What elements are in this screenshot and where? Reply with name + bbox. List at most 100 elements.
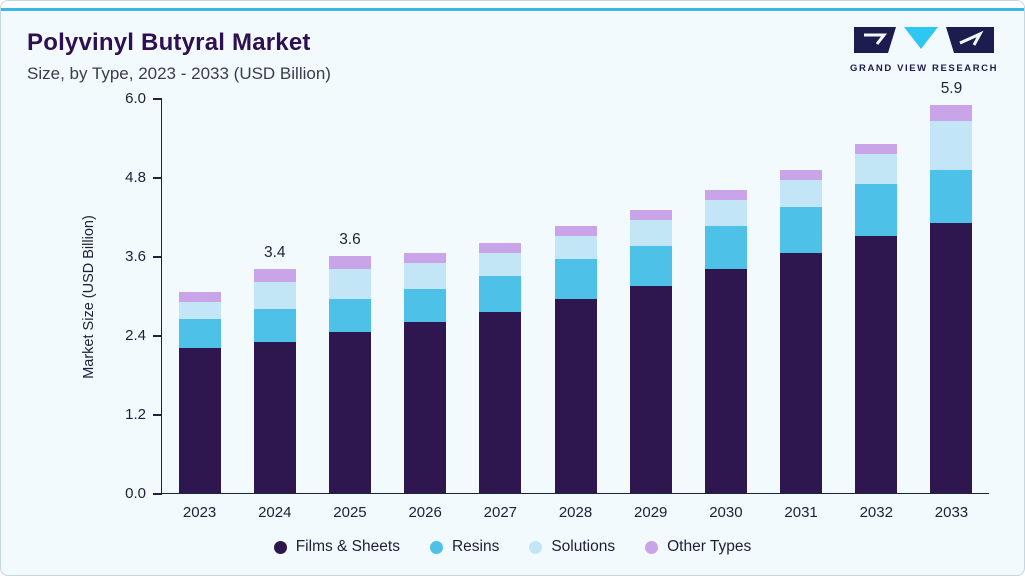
bar-segment-solutions: [629, 219, 672, 247]
x-tick-label: 2030: [709, 504, 743, 521]
bar-segment-films-sheets: [253, 341, 296, 493]
bar-segment-other-types: [328, 256, 371, 270]
bar-segment-solutions: [328, 269, 371, 299]
legend-item-other-types: Other Types: [645, 538, 751, 556]
bar-segment-other-types: [704, 190, 747, 201]
x-tick-label: 2033: [934, 504, 969, 521]
x-tick-label: 2024: [258, 504, 292, 521]
y-tick-label: 3.6: [125, 248, 146, 265]
bar-segment-resins: [629, 246, 672, 286]
bar-stack: [629, 209, 672, 493]
y-tick-mark: [153, 98, 162, 100]
bar-stack: [930, 104, 973, 493]
bar-segment-films-sheets: [930, 223, 973, 493]
bar-group-2029: 2029: [613, 99, 688, 521]
bar-stack: [404, 252, 447, 493]
bar-group-2032: 2032: [839, 99, 914, 521]
bar-segment-other-types: [404, 252, 447, 263]
bar-value-label: 3.4: [264, 244, 286, 262]
legend-dot: [273, 540, 287, 554]
bar-segment-other-types: [780, 170, 823, 181]
bar-segment-other-types: [479, 242, 522, 253]
bar-group-2033: 5.9 2033: [914, 80, 989, 521]
bar-group-2030: 2030: [688, 99, 763, 521]
bar-group-2028: 2028: [538, 99, 613, 521]
bar-segment-films-sheets: [554, 298, 597, 493]
y-tick-label: 0.0: [125, 485, 146, 502]
bar-group-2023: 2023: [162, 99, 237, 521]
bar-group-2027: 2027: [463, 99, 538, 521]
plot-area: 0.0 1.2 2.4 3.6 4.8 6.0 2023 3.4 2024 3.6 2025 202…: [125, 80, 989, 521]
y-axis-ticks: 0.0 1.2 2.4 3.6 4.8 6.0: [125, 90, 989, 502]
bar-segment-resins: [479, 275, 522, 312]
bar-segment-solutions: [930, 121, 973, 171]
bar-value-label: 5.9: [940, 79, 963, 97]
bar-segment-solutions: [554, 236, 597, 260]
bar-segment-other-types: [855, 144, 898, 154]
bar-segment-resins: [404, 288, 447, 322]
legend-dot: [645, 540, 659, 554]
bar-group-2031: 2031: [764, 99, 839, 521]
top-strip: [1, 1, 1024, 8]
bar-group-2026: 2026: [388, 99, 463, 521]
x-tick-label: 2026: [408, 504, 442, 521]
y-tick-label: 6.0: [125, 90, 146, 107]
bar-segment-resins: [780, 206, 823, 253]
bar-segment-resins: [253, 308, 296, 342]
bars-container: 2023 3.4 2024 3.6 2025 2026 2027 2028 2029 2030 20…: [162, 80, 989, 521]
bar-segment-resins: [178, 318, 221, 349]
x-tick-label: 2025: [333, 504, 367, 521]
bar-segment-resins: [855, 183, 898, 237]
page-subtitle: Size, by Type, 2023 - 2033 (USD Billion): [27, 64, 331, 83]
bar-segment-other-types: [178, 292, 221, 303]
page-title: Polyvinyl Butyral Market: [27, 29, 311, 56]
bar-stack: [253, 269, 296, 493]
bar-segment-solutions: [855, 153, 898, 184]
bar-stack: [554, 226, 597, 493]
bar-segment-films-sheets: [780, 252, 823, 493]
bar-stack: [178, 292, 221, 493]
bar-stack: [328, 256, 371, 493]
chart-header: Polyvinyl Butyral Market Size, by Type, …: [27, 29, 331, 84]
bar-segment-films-sheets: [704, 269, 747, 493]
x-tick-label: 2023: [182, 504, 217, 521]
y-tick-mark: [153, 335, 162, 337]
y-tick-mark: [153, 414, 162, 416]
bar-segment-other-types: [554, 226, 597, 237]
x-tick-label: 2028: [558, 504, 593, 521]
legend-dot: [529, 540, 543, 554]
bar-stack: [479, 242, 522, 493]
bar-segment-films-sheets: [479, 312, 522, 493]
y-tick-label: 4.8: [125, 169, 146, 186]
bar-segment-resins: [704, 226, 747, 270]
bar-segment-films-sheets: [178, 348, 221, 493]
legend-label: Films & Sheets: [295, 538, 400, 555]
bar-segment-solutions: [404, 262, 447, 289]
bar-segment-films-sheets: [629, 285, 672, 493]
bar-group-2025: 3.6 2025: [312, 99, 387, 521]
legend-item-films-sheets: Films & Sheets: [273, 538, 400, 556]
bar-segment-solutions: [253, 282, 296, 309]
bar-segment-solutions: [479, 252, 522, 276]
x-tick-label: 2027: [483, 504, 518, 521]
legend-dot: [429, 540, 443, 554]
x-tick-label: 2029: [634, 504, 668, 521]
bar-group-2024: 3.4 2024: [237, 99, 312, 521]
bar-segment-solutions: [780, 180, 823, 207]
bar-segment-films-sheets: [855, 236, 898, 493]
bar-segment-other-types: [629, 209, 672, 220]
legend-label: Solutions: [551, 538, 616, 555]
logo-mark-icon: [854, 27, 994, 53]
accent-line: [1, 8, 1024, 11]
bar-segment-solutions: [704, 200, 747, 227]
y-axis-title: Market Size (USD Billion): [81, 215, 97, 379]
bar-segment-solutions: [178, 302, 221, 319]
x-tick-label: 2032: [859, 504, 893, 521]
x-tick-label: 2031: [784, 504, 818, 521]
y-tick-mark: [153, 256, 162, 258]
y-tick-mark: [153, 493, 162, 495]
bar-segment-resins: [554, 259, 597, 299]
legend-item-resins: Resins: [429, 538, 499, 556]
bar-stack: [855, 144, 898, 493]
